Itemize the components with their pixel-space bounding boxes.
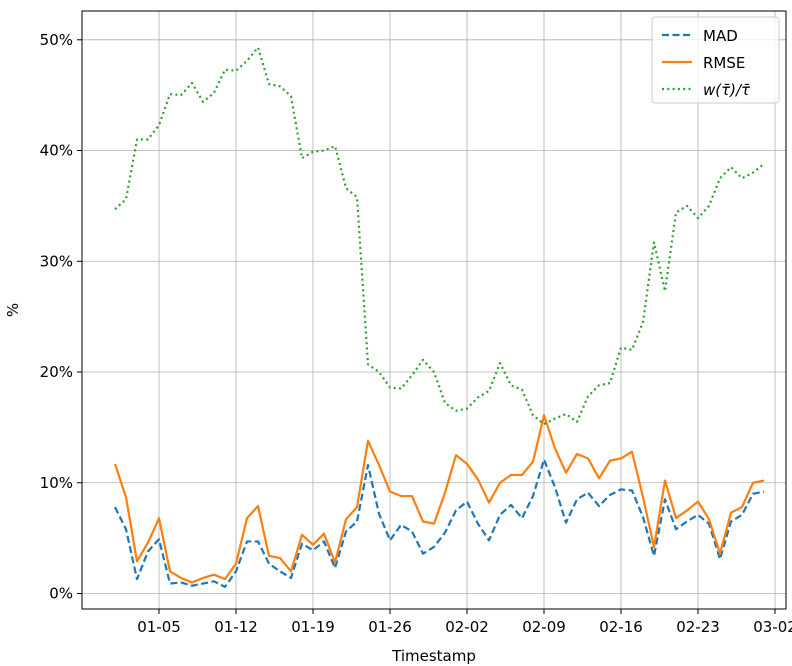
- x-tick-label: 01-12: [214, 618, 258, 636]
- x-tick-label: 02-02: [445, 618, 489, 636]
- legend-box: [651, 16, 780, 104]
- series-line-1: [113, 414, 765, 584]
- y-tick-label: 20%: [40, 363, 73, 381]
- y-tick-label: 40%: [40, 142, 73, 160]
- x-tick-label: 01-05: [137, 618, 181, 636]
- grid-lines: [82, 11, 786, 609]
- x-axis-title: Timestamp: [391, 647, 476, 665]
- plot-frame: [81, 10, 787, 610]
- x-tick-label: 02-23: [676, 618, 720, 636]
- legend-label-0: MAD: [703, 27, 738, 45]
- series-layer: [113, 46, 765, 588]
- axis-ticks: 01-05 01-12 01-19 01-26 02-02 02-09 02-16 02-23…: [40, 31, 792, 636]
- x-tick-label: 01-19: [291, 618, 335, 636]
- y-tick-label: 0%: [49, 584, 73, 602]
- legend: MAD RMSE w(τ̄)/τ̄: [651, 16, 780, 104]
- legend-label-2: w(τ̄)/τ̄: [703, 81, 751, 99]
- y-tick-label: 50%: [40, 31, 73, 49]
- legend-label-1: RMSE: [703, 54, 745, 72]
- x-tick-label: 01-26: [368, 618, 412, 636]
- x-tick-label: 03-02: [753, 618, 792, 636]
- x-tick-label: 02-16: [599, 618, 643, 636]
- x-tick-label: 02-09: [522, 618, 566, 636]
- series-line-0: [114, 458, 765, 588]
- y-tick-label: 30%: [40, 252, 73, 270]
- y-tick-label: 10%: [40, 474, 73, 492]
- y-axis-title: %: [4, 303, 22, 317]
